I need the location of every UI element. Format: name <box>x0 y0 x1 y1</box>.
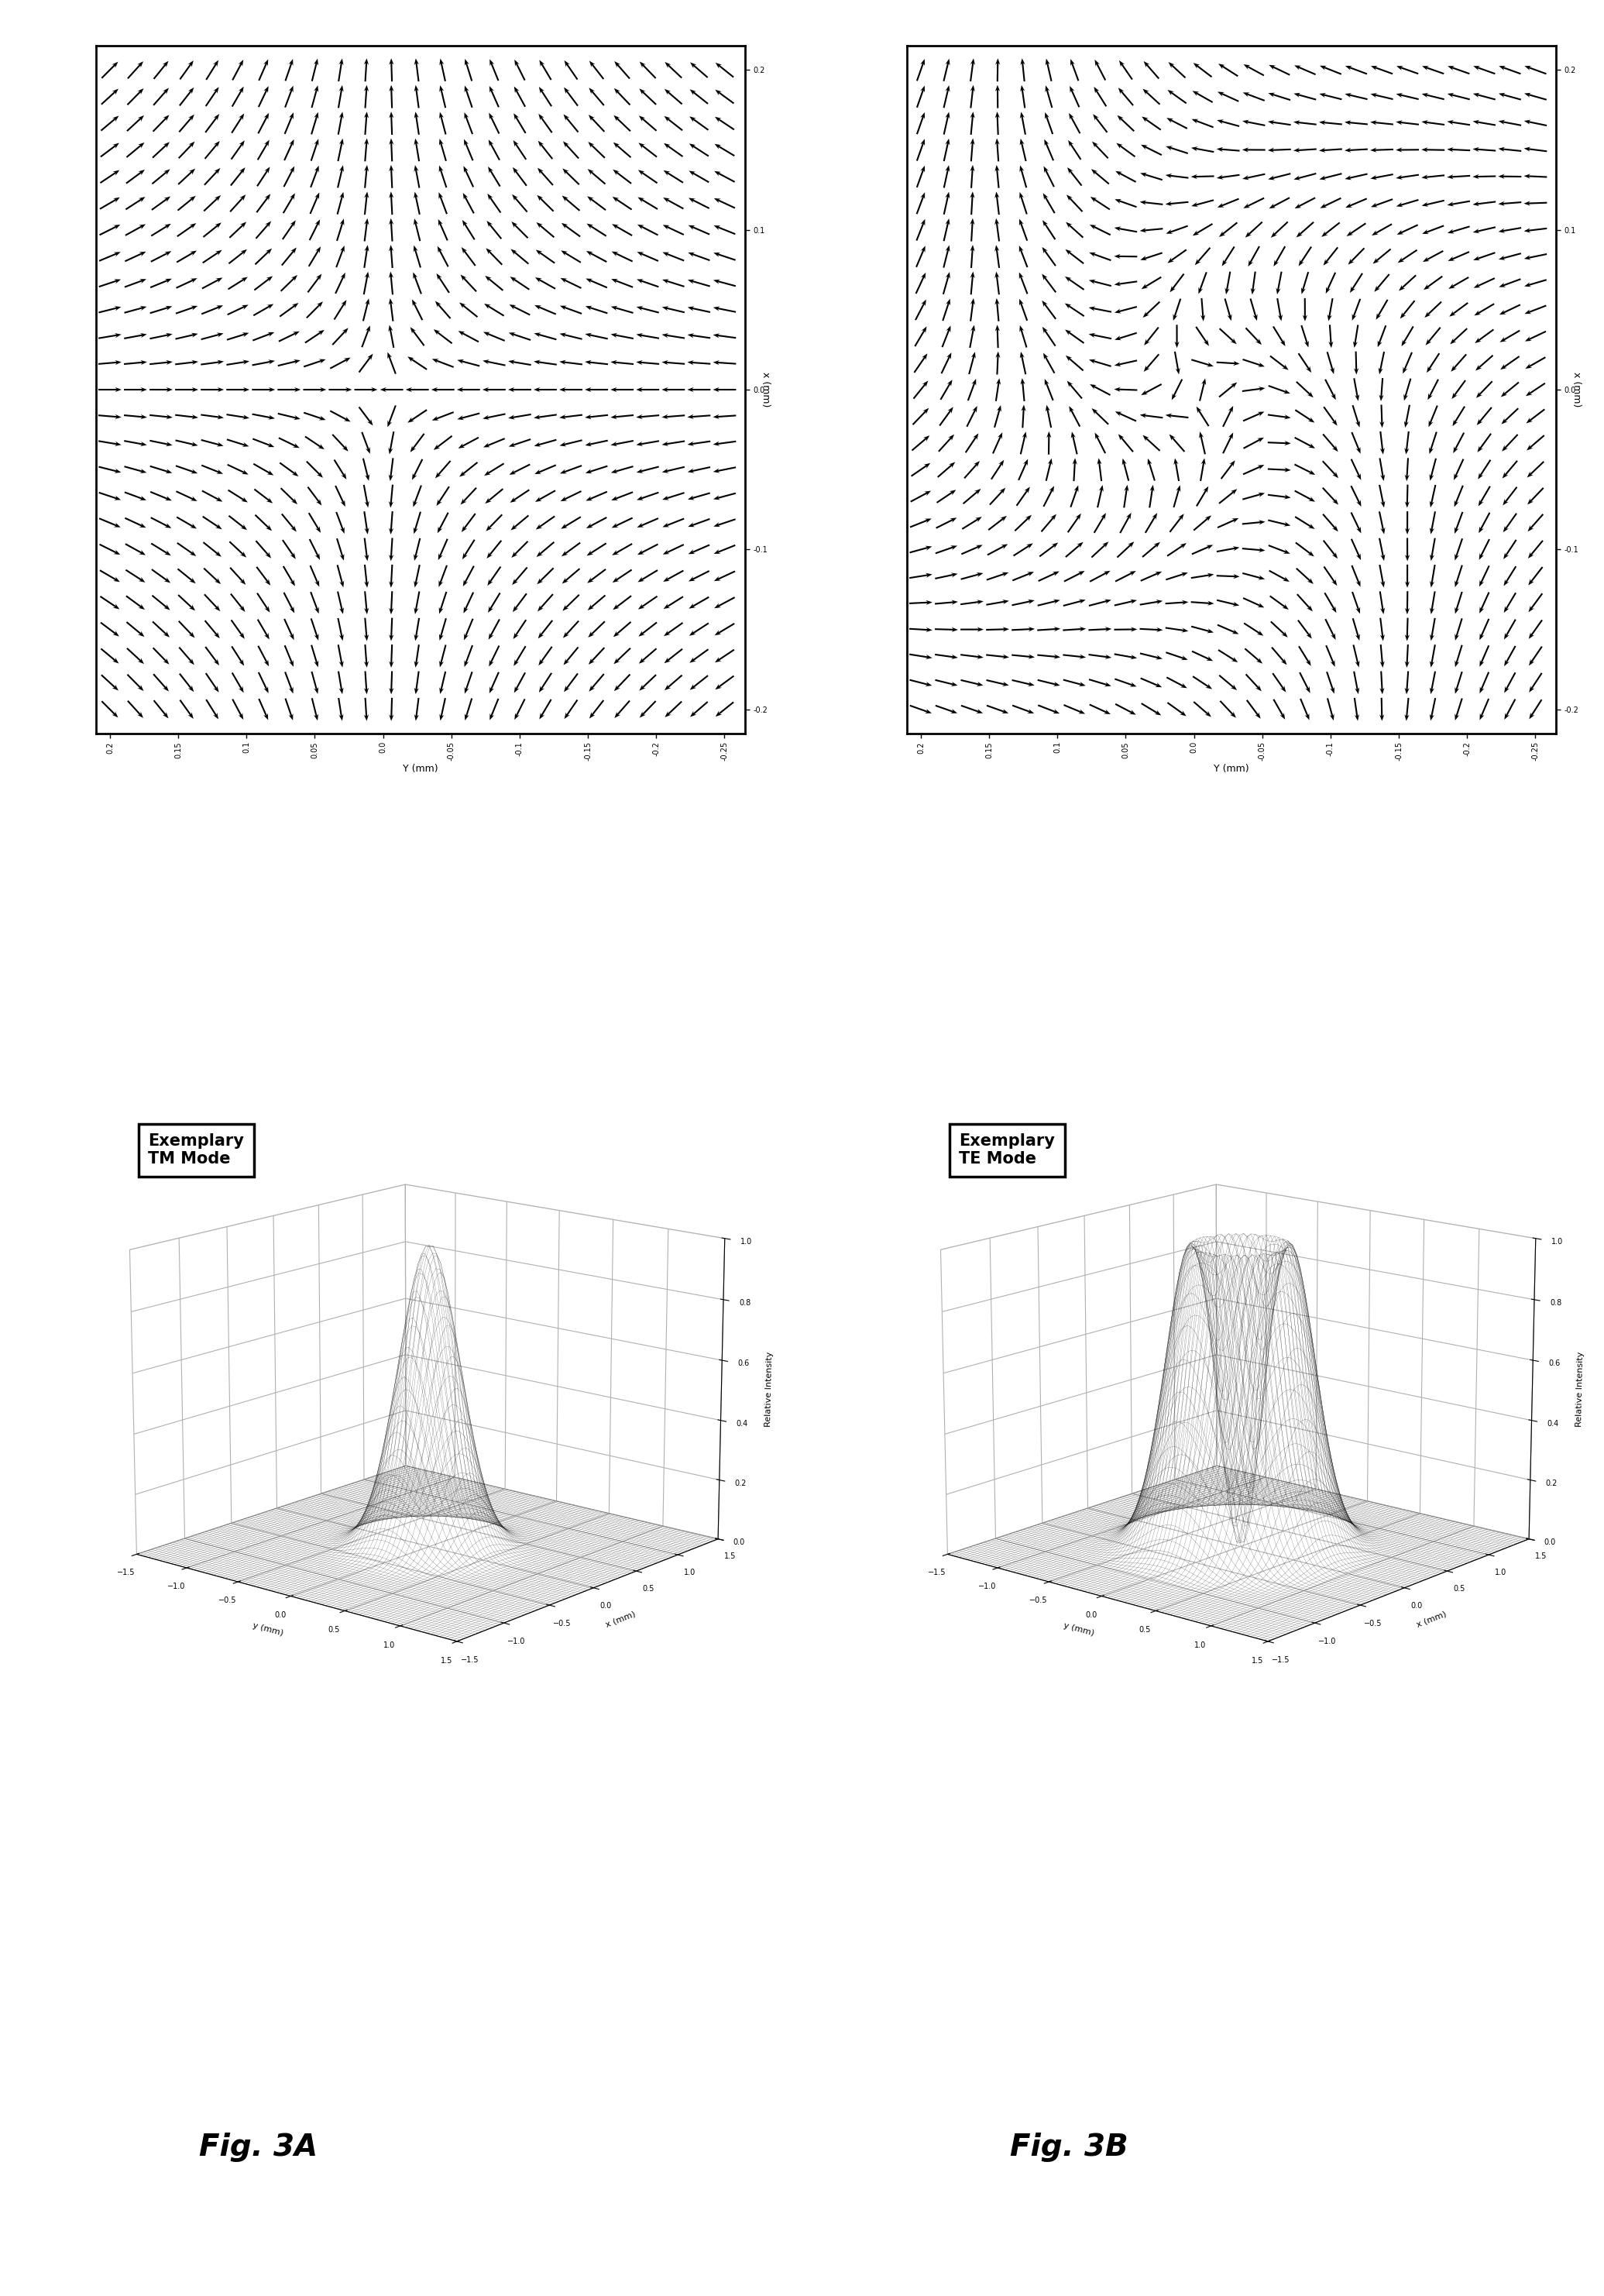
Text: Fig. 3A: Fig. 3A <box>199 2133 318 2161</box>
Text: Exemplary
TE Mode: Exemplary TE Mode <box>959 1134 1055 1166</box>
Text: Fig. 3B: Fig. 3B <box>1011 2133 1129 2161</box>
X-axis label: Y (mm): Y (mm) <box>1214 765 1250 774</box>
X-axis label: y (mm): y (mm) <box>252 1621 284 1637</box>
Text: Exemplary
TM Mode: Exemplary TM Mode <box>148 1134 244 1166</box>
Y-axis label: x (mm): x (mm) <box>760 372 772 406</box>
X-axis label: y (mm): y (mm) <box>1062 1621 1096 1637</box>
X-axis label: Y (mm): Y (mm) <box>403 765 438 774</box>
Y-axis label: x (mm): x (mm) <box>1572 372 1582 406</box>
Y-axis label: x (mm): x (mm) <box>1415 1609 1447 1628</box>
Y-axis label: x (mm): x (mm) <box>605 1609 637 1628</box>
